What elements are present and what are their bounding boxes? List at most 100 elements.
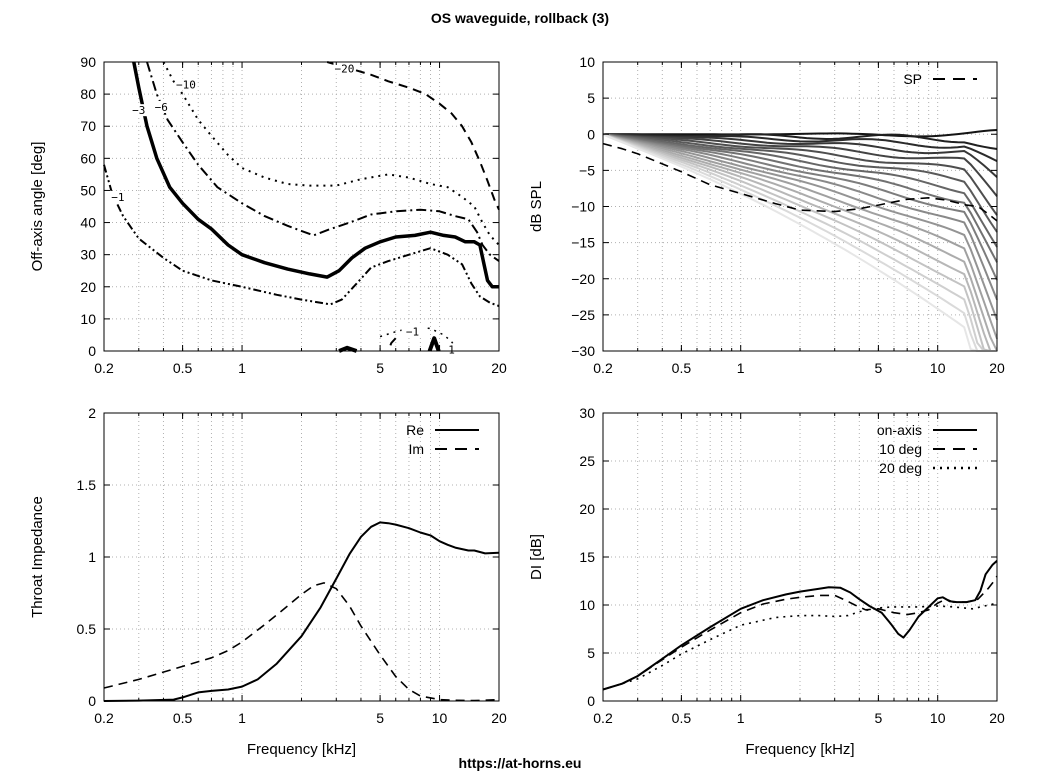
spl-panel: 0.2 0.5 1 5 10 20 −30 −25 −20 −15 −10 −5 0 5 10 dB SPL S… <box>528 54 1005 376</box>
x-tick-label: 1 <box>238 710 246 726</box>
x-tick-label: 20 <box>989 360 1005 376</box>
y-tick-label: 70 <box>80 118 96 134</box>
series-re <box>103 521 500 702</box>
y-tick-label: 90 <box>80 54 96 70</box>
series--3 <box>132 61 499 289</box>
contour-label: −1 <box>406 326 419 339</box>
contour-label: 1 <box>448 343 455 356</box>
legend-label: 10 deg <box>879 441 922 457</box>
x-tick-label: 0.2 <box>94 360 114 376</box>
y-tick-label: −15 <box>571 235 595 251</box>
series-im <box>103 582 500 702</box>
contour-label: −3 <box>132 104 145 117</box>
x-tick-label: 1 <box>238 360 246 376</box>
offaxis-curve <box>602 133 998 216</box>
x-tick-label: 1 <box>737 710 745 726</box>
series-lines <box>103 521 500 702</box>
y-tick-label: 30 <box>80 247 96 263</box>
series--10 <box>162 61 500 246</box>
legend: Re Im <box>406 422 479 457</box>
offaxis-curve <box>602 133 997 352</box>
offaxis-curve <box>602 133 997 352</box>
contour-label-bg <box>127 104 150 117</box>
legend-label: Re <box>406 422 424 438</box>
x-tick-label: 0.5 <box>173 360 193 376</box>
series--20 <box>326 61 500 211</box>
legend-label: SP <box>903 71 922 87</box>
y-tick-label: 1 <box>88 549 96 565</box>
y-tick-label: 60 <box>80 150 96 166</box>
y-tick-label: 50 <box>80 182 96 198</box>
offaxis-curve <box>602 133 998 321</box>
y-tick-label: −10 <box>571 199 595 215</box>
y-tick-label: 10 <box>579 597 595 613</box>
y-tick-label: 0 <box>88 343 96 359</box>
x-tick-label: 10 <box>432 360 448 376</box>
y-tick-label: −25 <box>571 307 595 323</box>
y-tick-label: 25 <box>579 453 595 469</box>
offaxis-curve <box>602 129 998 138</box>
y-tick-label: 20 <box>80 279 96 295</box>
x-tick-label: 20 <box>491 360 507 376</box>
y-axis-label: Throat Impedance <box>29 496 46 618</box>
legend-label: 20 deg <box>879 460 922 476</box>
y-tick-label: 0 <box>88 693 96 709</box>
legend: on-axis 10 deg 20 deg <box>877 422 977 476</box>
y-tick-label: 15 <box>579 549 595 565</box>
series-lines <box>602 142 998 222</box>
x-tick-label: 5 <box>874 360 882 376</box>
series-lines <box>103 61 500 353</box>
y-tick-label: −20 <box>571 271 595 287</box>
contour-panel: −1 −3 −6 −10 −20 −1 1 0.2 0.5 1 5 10 20 0 10 20 30 40 50 60… <box>29 54 507 376</box>
x-tick-label: 5 <box>874 710 882 726</box>
y-tick-label: 30 <box>579 405 595 421</box>
y-tick-label: 10 <box>579 54 595 70</box>
x-tick-label: 1 <box>737 360 745 376</box>
y-tick-label: 0 <box>587 693 595 709</box>
y-tick-label: 2 <box>88 405 96 421</box>
contour-label-bg <box>333 62 356 75</box>
offaxis-curve <box>602 133 997 352</box>
x-tick-label: 0.5 <box>672 710 692 726</box>
y-tick-label: −5 <box>579 162 595 178</box>
y-tick-label: 1.5 <box>77 477 97 493</box>
y-tick-label: 80 <box>80 86 96 102</box>
offaxis-curve <box>602 133 998 352</box>
series-20-deg <box>602 602 998 691</box>
figure-title: OS waveguide, rollback (3) <box>430 10 610 26</box>
x-tick-label: 10 <box>930 710 946 726</box>
series-sp <box>602 142 998 222</box>
y-tick-label: 10 <box>80 311 96 327</box>
x-tick-label: 20 <box>989 710 1005 726</box>
x-tick-label: 0.2 <box>593 360 613 376</box>
y-tick-label: 5 <box>587 90 595 106</box>
x-tick-label: 10 <box>432 710 448 726</box>
x-tick-label: 10 <box>930 360 946 376</box>
footer-url: https://at-horns.eu <box>458 755 582 771</box>
y-tick-label: 0 <box>587 126 595 142</box>
x-tick-label: 5 <box>376 360 384 376</box>
y-tick-label: 40 <box>80 215 96 231</box>
offaxis-curve <box>602 133 998 301</box>
grid-lines <box>104 413 499 701</box>
series--20b <box>387 337 397 352</box>
grid-lines <box>603 62 997 351</box>
x-tick-label: 20 <box>491 710 507 726</box>
series--1 <box>103 164 500 307</box>
offaxis-curve <box>602 133 998 340</box>
legend-label: Im <box>408 441 424 457</box>
offaxis-curve <box>602 133 998 263</box>
contour-label: −10 <box>176 78 196 91</box>
impedance-panel: 0.2 0.5 1 5 10 20 0 0.5 1 1.5 2 Throat Impedance Fre… <box>29 405 507 758</box>
ticks: 0.2 0.5 1 5 10 20 0 10 20 30 40 50 60 70 80 90 <box>80 54 507 376</box>
grid-lines <box>603 413 997 701</box>
contour-label-bg <box>401 325 424 338</box>
y-axis-label: DI [dB] <box>528 534 545 580</box>
x-tick-label: 0.2 <box>593 710 613 726</box>
offaxis-curve <box>602 133 997 352</box>
legend: SP <box>903 71 977 87</box>
offaxis-curve <box>602 133 998 197</box>
series-blob2 <box>427 336 441 352</box>
grid-lines <box>104 62 499 351</box>
